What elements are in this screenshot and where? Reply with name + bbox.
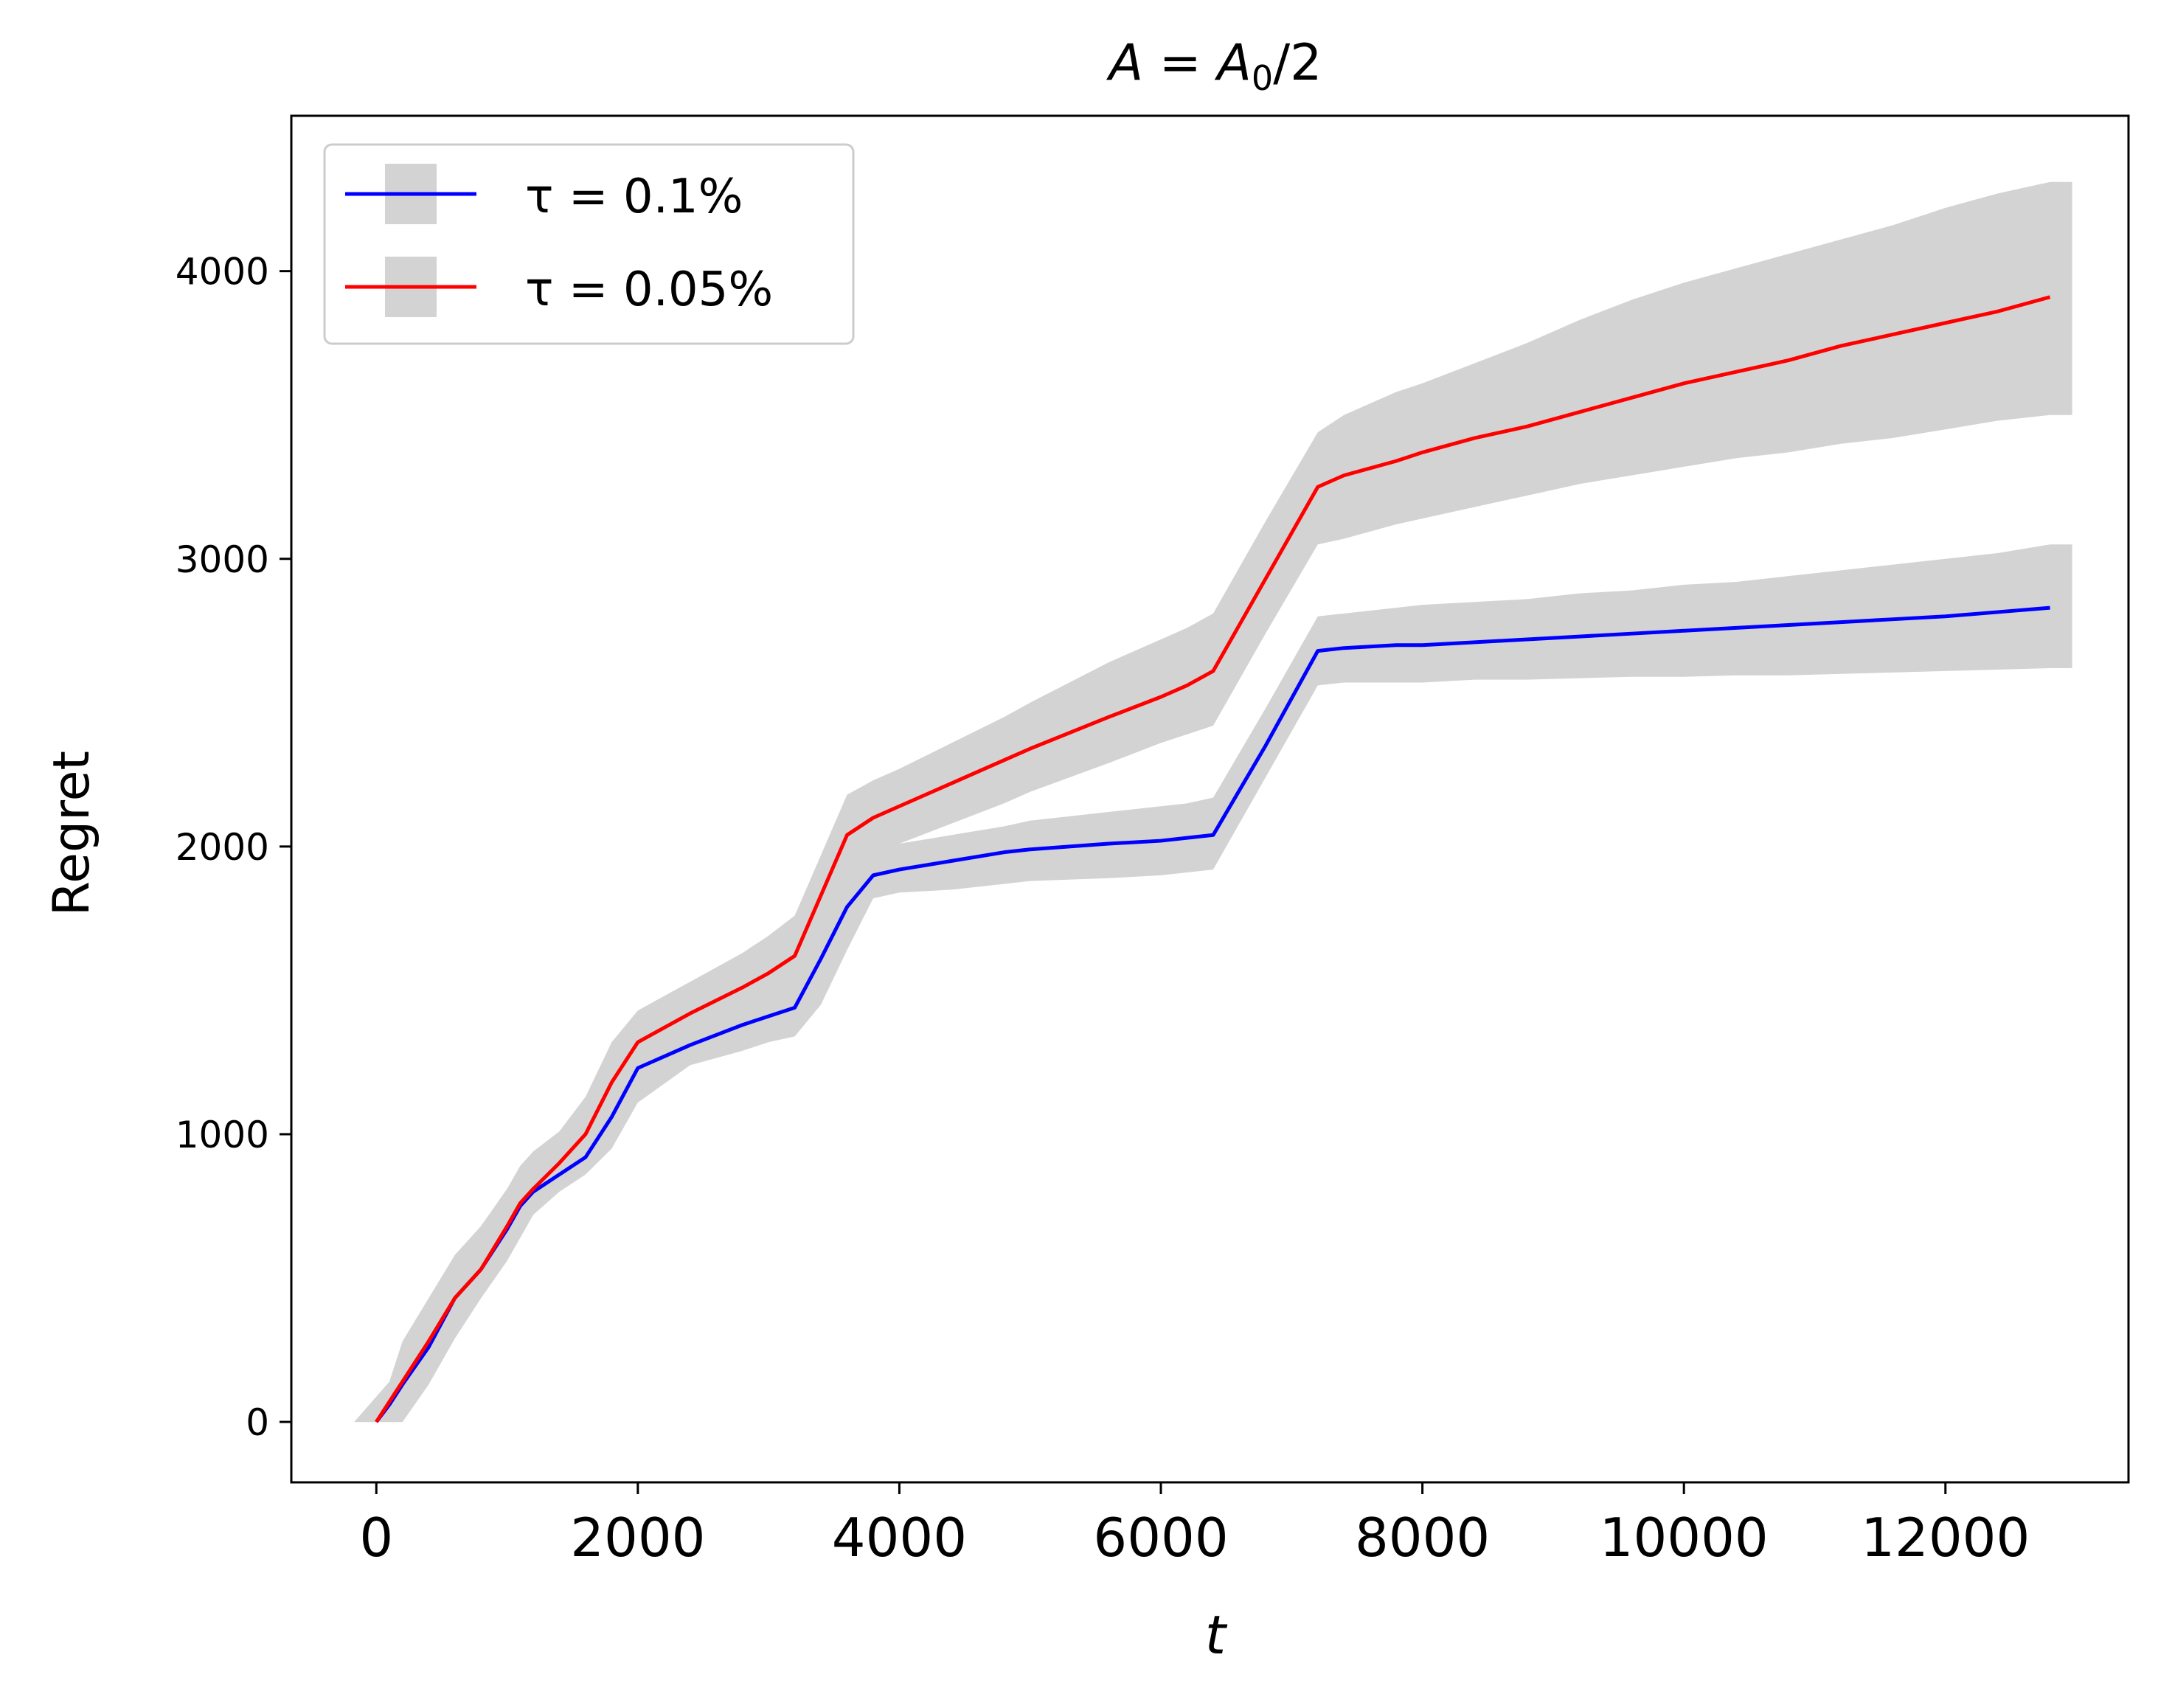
series-line-0 bbox=[375, 605, 2050, 1423]
x-tick-label-5: 10000 bbox=[1600, 1507, 1769, 1569]
confidence-bands bbox=[354, 181, 2072, 1423]
title-rhs-tail: /2 bbox=[1273, 34, 1322, 92]
x-tick-label-3: 6000 bbox=[1093, 1507, 1228, 1569]
y-tick-label-3: 3000 bbox=[176, 538, 269, 581]
title-rhs-base: A bbox=[1214, 34, 1252, 92]
y-axis-label: Regret bbox=[43, 751, 101, 916]
x-axis-label: t bbox=[1205, 1604, 1228, 1666]
x-axis-ticks: 0 2000 4000 6000 8000 10000 12000 bbox=[359, 1482, 2030, 1569]
title-lhs: A bbox=[1106, 34, 1144, 92]
legend: τ = 0.1% τ = 0.05% bbox=[323, 143, 855, 345]
legend-label-1: τ = 0.05% bbox=[525, 263, 773, 317]
confidence-band-1 bbox=[354, 181, 2072, 1423]
confidence-band-0 bbox=[354, 544, 2072, 1423]
title-equals: = bbox=[1143, 34, 1217, 92]
chart-title: A = A0/2 bbox=[1106, 34, 1322, 98]
legend-label-0: τ = 0.1% bbox=[525, 170, 743, 224]
y-tick-label-2: 2000 bbox=[176, 826, 269, 869]
plot-frame bbox=[290, 114, 2130, 1484]
y-tick-label-0: 0 bbox=[246, 1401, 269, 1444]
x-tick-label-4: 8000 bbox=[1355, 1507, 1490, 1569]
title-rhs-sub: 0 bbox=[1252, 58, 1273, 98]
y-tick-label-1: 1000 bbox=[176, 1114, 269, 1156]
series-lines bbox=[375, 295, 2051, 1423]
x-tick-label-0: 0 bbox=[359, 1507, 393, 1569]
x-tick-label-1: 2000 bbox=[570, 1507, 705, 1569]
y-tick-label-4: 4000 bbox=[176, 251, 269, 294]
x-tick-label-2: 4000 bbox=[832, 1507, 967, 1569]
x-tick-label-6: 12000 bbox=[1861, 1507, 2030, 1569]
y-axis-ticks: 0 1000 2000 3000 4000 bbox=[176, 251, 291, 1444]
series-line-1 bbox=[375, 295, 2051, 1423]
